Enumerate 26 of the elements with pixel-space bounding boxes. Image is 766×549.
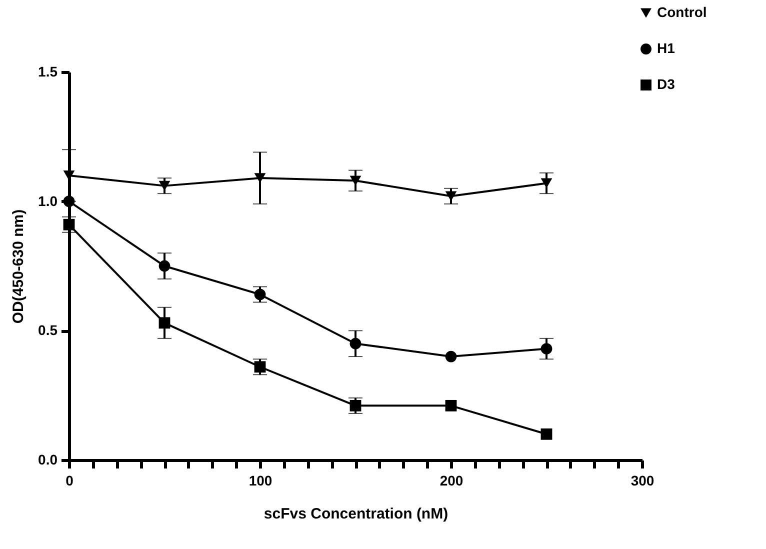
x-tick-label: 300 [630,472,654,488]
point [540,343,552,354]
point [158,260,170,272]
point [254,361,266,373]
legend-label: D3 [657,76,676,92]
point [254,288,266,300]
y-tick-label: 1.0 [38,192,58,209]
x-tick-label: 200 [440,472,464,488]
y-axis-title: OD(450-630 nm) [10,209,28,324]
y-tick-label: 1.5 [38,64,58,80]
point [445,400,457,412]
point [254,173,266,183]
y-tick-label: 0.5 [38,322,58,338]
legend-label: Control [657,4,707,20]
x-tick-label: 0 [66,472,74,488]
x-tick-label: 100 [248,472,272,488]
point [158,317,170,329]
point [445,350,457,362]
point [350,400,362,412]
point [63,170,75,180]
y-tick-label: 0.0 [38,452,58,468]
point [63,218,75,230]
point [350,338,362,350]
legend-label: H1 [657,40,676,56]
x-axis-title: scFvs Concentration (nM) [264,506,448,522]
point [540,428,552,440]
